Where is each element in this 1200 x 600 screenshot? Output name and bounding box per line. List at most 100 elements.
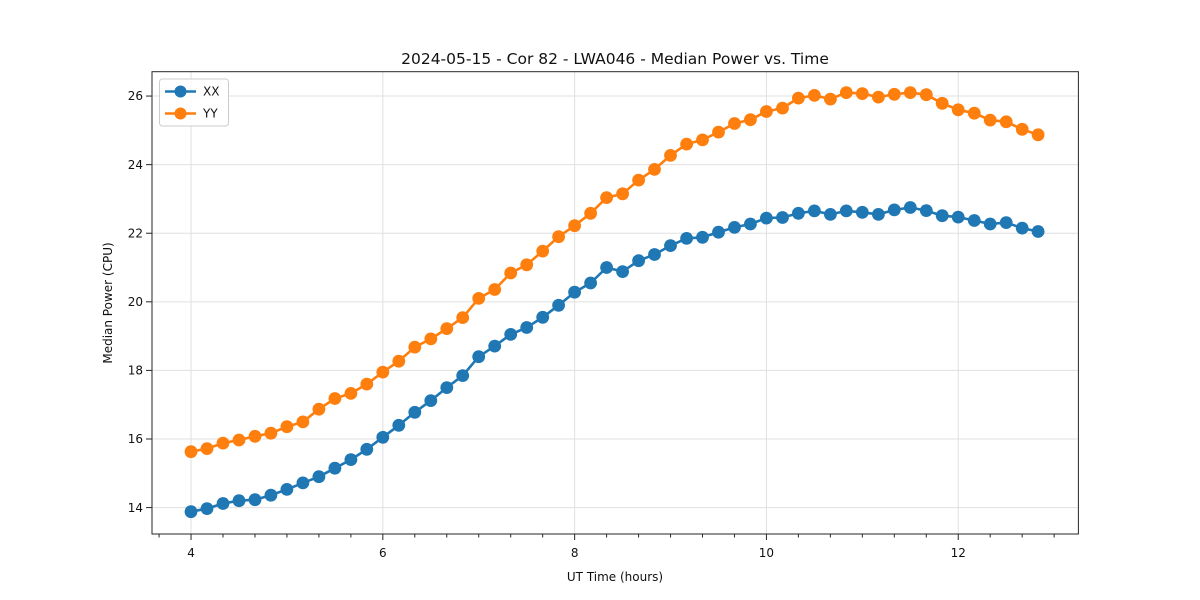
data-point-yy: [792, 91, 805, 105]
data-point-xx: [504, 328, 518, 341]
data-point-xx: [296, 476, 310, 490]
legend-item-xx: XX: [165, 85, 219, 99]
data-point-yy: [872, 90, 885, 104]
data-point-xx: [520, 321, 534, 334]
data-point-xx: [760, 211, 773, 225]
legend-marker-xx: [174, 85, 187, 98]
data-point-yy: [760, 105, 773, 118]
data-point-xx: [887, 203, 901, 217]
x-tick-label: 8: [571, 546, 579, 560]
data-point-yy: [376, 365, 390, 379]
y-tick-label: 20: [128, 295, 143, 309]
data-point-xx: [344, 453, 358, 466]
data-point-yy: [824, 92, 837, 106]
data-point-xx: [935, 209, 949, 223]
x-axis-label: UT Time (hours): [567, 570, 663, 584]
data-point-yy: [839, 86, 853, 99]
data-point-xx: [776, 211, 789, 224]
data-point-xx: [360, 442, 374, 456]
data-point-xx: [408, 405, 422, 419]
data-point-xx: [392, 418, 406, 432]
data-point-yy: [520, 258, 534, 272]
data-point-xx: [552, 298, 565, 312]
data-point-yy: [488, 283, 502, 296]
data-point-yy: [536, 244, 550, 258]
data-point-yy: [728, 117, 741, 130]
data-point-yy: [344, 387, 358, 400]
data-point-yy: [855, 87, 869, 100]
data-point-xx: [184, 505, 198, 519]
data-point-xx: [808, 204, 821, 218]
data-point-xx: [967, 214, 981, 227]
data-point-xx: [328, 461, 342, 475]
data-point-yy: [616, 187, 629, 201]
data-point-xx: [200, 502, 214, 515]
x-tick-label: 4: [187, 546, 195, 560]
data-point-yy: [360, 377, 374, 391]
data-point-yy: [680, 137, 693, 151]
tick-labels: 4 6 8 10 12 14 16 18 20 22 24 26: [128, 89, 966, 560]
legend-label-yy: YY: [202, 107, 218, 121]
data-point-yy: [424, 332, 438, 346]
data-point-yy: [552, 230, 565, 244]
data-point-yy: [999, 115, 1013, 129]
data-point-xx: [536, 310, 550, 324]
series-line-xx: [189, 206, 1040, 514]
y-tick-label: 26: [128, 89, 143, 103]
data-point-xx: [855, 205, 869, 219]
data-point-yy: [664, 149, 677, 162]
data-point-yy: [919, 88, 933, 102]
data-point-yy: [408, 340, 422, 354]
gridlines: [152, 71, 1079, 534]
data-point-xx: [712, 225, 725, 239]
chart-title: 2024-05-15 - Cor 82 - LWA046 - Median Po…: [401, 50, 829, 68]
y-tick-label: 18: [128, 364, 143, 378]
data-point-xx: [600, 261, 613, 274]
y-tick-label: 24: [128, 158, 143, 172]
data-point-yy: [312, 402, 326, 416]
data-point-yy: [935, 96, 949, 110]
data-point-xx: [488, 339, 502, 353]
data-point-yy: [456, 311, 470, 324]
data-point-xx: [584, 276, 597, 290]
data-point-yy: [264, 426, 278, 440]
data-point-xx: [744, 217, 757, 231]
legend-label-xx: XX: [203, 85, 219, 99]
data-point-yy: [967, 106, 981, 120]
y-tick-label: 14: [128, 501, 143, 515]
y-axis-label: Median Power (CPU): [101, 242, 115, 363]
data-point-yy: [887, 87, 901, 101]
data-point-xx: [1031, 225, 1045, 238]
data-point-xx: [248, 493, 262, 507]
data-point-yy: [184, 445, 198, 459]
data-point-xx: [632, 254, 645, 268]
data-point-xx: [872, 208, 885, 221]
data-point-xx: [903, 201, 917, 214]
data-point-xx: [616, 265, 629, 278]
data-point-yy: [216, 436, 230, 450]
data-point-yy: [440, 322, 454, 335]
x-tick-label: 12: [951, 546, 966, 560]
data-point-xx: [472, 350, 486, 364]
data-point-yy: [951, 103, 965, 117]
data-point-yy: [903, 86, 917, 99]
data-point-xx: [424, 394, 438, 407]
data-point-yy: [744, 113, 757, 127]
data-point-yy: [1015, 122, 1029, 136]
data-point-yy: [712, 125, 725, 139]
data-point-xx: [983, 217, 997, 231]
axis-ticks: [146, 95, 1055, 540]
data-point-xx: [232, 494, 246, 508]
x-tick-label: 6: [379, 546, 387, 560]
data-point-yy: [328, 392, 342, 405]
data-point-xx: [680, 232, 693, 245]
data-point-yy: [392, 354, 406, 368]
data-point-yy: [983, 113, 997, 127]
data-point-xx: [824, 208, 837, 221]
data-point-xx: [999, 216, 1013, 230]
data-point-yy: [1031, 128, 1045, 142]
legend: XX YY: [159, 78, 229, 127]
data-point-yy: [232, 433, 246, 447]
